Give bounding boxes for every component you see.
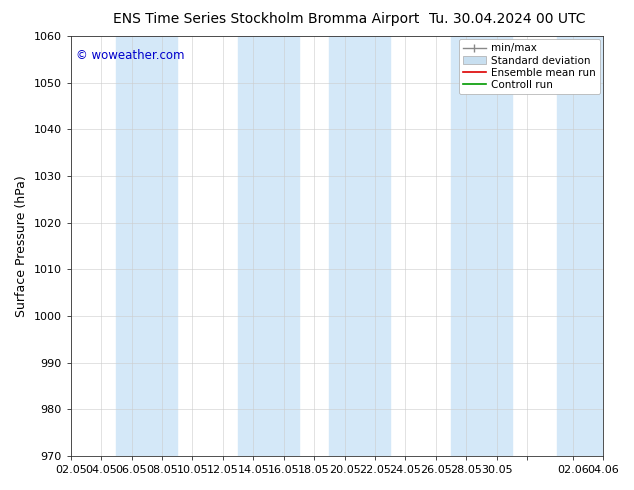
Y-axis label: Surface Pressure (hPa): Surface Pressure (hPa) — [15, 175, 28, 317]
Text: © woweather.com: © woweather.com — [76, 49, 184, 62]
Bar — [451, 36, 512, 456]
Bar — [329, 36, 390, 456]
Legend: min/max, Standard deviation, Ensemble mean run, Controll run: min/max, Standard deviation, Ensemble me… — [459, 39, 600, 94]
Bar — [557, 36, 618, 456]
Text: ENS Time Series Stockholm Bromma Airport: ENS Time Series Stockholm Bromma Airport — [113, 12, 420, 26]
Bar — [117, 36, 177, 456]
Bar — [238, 36, 299, 456]
Text: Tu. 30.04.2024 00 UTC: Tu. 30.04.2024 00 UTC — [429, 12, 585, 26]
